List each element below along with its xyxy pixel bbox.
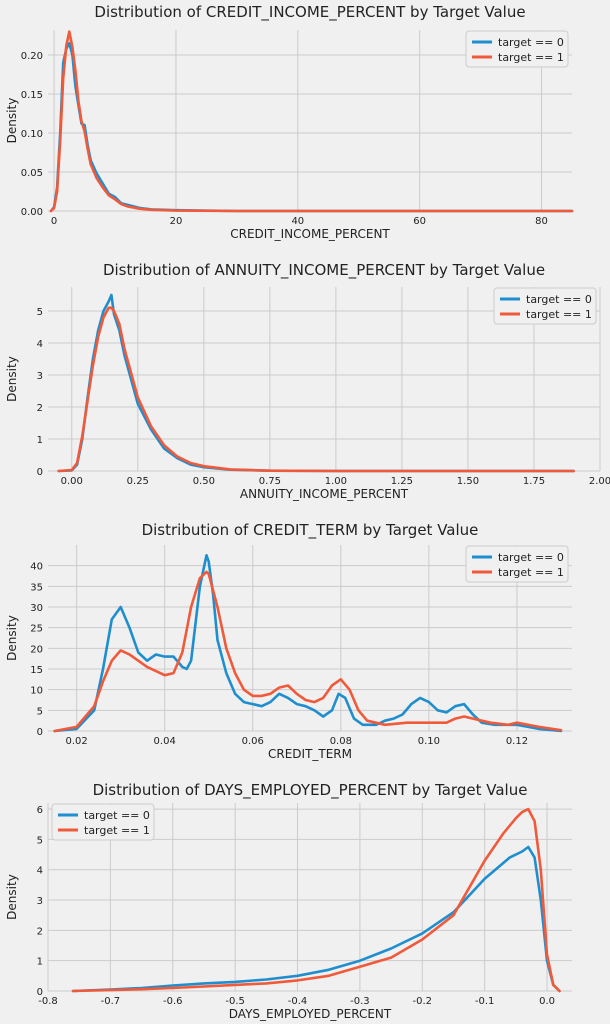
chart-2: 0 1 2 3 4 5 0.00 0.25 0.50 0.75 1.00 1.25 1.50 1.75 2.… bbox=[5, 261, 610, 501]
y-tick-label: 5 bbox=[37, 307, 43, 318]
x-tick-label: -0.7 bbox=[101, 996, 121, 1007]
x-axis-label: DAYS_EMPLOYED_PERCENT bbox=[229, 1007, 392, 1021]
x-tick-label: -0.8 bbox=[38, 996, 58, 1007]
legend-label: target == 1 bbox=[498, 51, 564, 64]
x-tick-label: 1.25 bbox=[391, 476, 413, 487]
y-tick-label: 3 bbox=[37, 371, 43, 382]
y-tick-label: 4 bbox=[37, 339, 43, 350]
series-line-target-1 bbox=[71, 807, 561, 993]
y-tick-label: 15 bbox=[30, 665, 43, 676]
legend: target == 0 target == 1 bbox=[493, 287, 597, 325]
x-tick-label: 0.25 bbox=[127, 476, 149, 487]
y-tick-label: 0.15 bbox=[21, 90, 43, 101]
x-tick-label: 0.75 bbox=[259, 476, 281, 487]
y-tick-label: 1 bbox=[37, 435, 43, 446]
y-tick-label: 0.05 bbox=[21, 168, 43, 179]
y-tick-label: 5 bbox=[37, 706, 43, 717]
x-tick-label: 2.00 bbox=[589, 476, 610, 487]
y-axis-label: Density bbox=[5, 874, 19, 920]
x-tick-label: 0.06 bbox=[242, 736, 264, 747]
y-tick-label: 40 bbox=[30, 562, 43, 573]
legend-label: target == 1 bbox=[498, 566, 564, 579]
x-tick-label: -0.1 bbox=[475, 996, 495, 1007]
legend-label: target == 1 bbox=[84, 824, 150, 837]
chart-title: Distribution of DAYS_EMPLOYED_PERCENT by… bbox=[93, 781, 528, 800]
y-tick-label: 0 bbox=[37, 987, 43, 998]
chart-3: 0 5 10 15 20 25 30 35 40 0.02 0.04 0.06 0.08 0.10 0.12… bbox=[5, 521, 572, 761]
x-tick-label: -0.3 bbox=[350, 996, 370, 1007]
chart-title: Distribution of CREDIT_INCOME_PERCENT by… bbox=[94, 3, 525, 22]
legend-label: target == 0 bbox=[498, 36, 564, 49]
x-tick-label: -0.4 bbox=[288, 996, 308, 1007]
y-axis-label: Density bbox=[5, 98, 19, 144]
series-line-target-1 bbox=[53, 570, 563, 733]
x-tick-label: 1.50 bbox=[457, 476, 479, 487]
chart-title: Distribution of CREDIT_TERM by Target Va… bbox=[142, 521, 479, 540]
x-tick-label: 0.02 bbox=[65, 736, 87, 747]
y-axis-label: Density bbox=[5, 615, 19, 661]
x-tick-label: 1.75 bbox=[523, 476, 545, 487]
chart-1: 0.00 0.05 0.10 0.15 0.20 0 20 40 60 80 Distributio… bbox=[5, 3, 574, 241]
legend: target == 0 target == 1 bbox=[465, 30, 569, 68]
x-tick-label: -0.2 bbox=[413, 996, 433, 1007]
y-axis-label: Density bbox=[5, 356, 19, 402]
y-tick-label: 6 bbox=[37, 805, 43, 816]
y-tick-label: 2 bbox=[37, 926, 43, 937]
series-line-target-0 bbox=[71, 845, 561, 993]
y-tick-label: 0.00 bbox=[21, 207, 43, 218]
x-tick-label: 0.0 bbox=[539, 996, 555, 1007]
chart-title: Distribution of ANNUITY_INCOME_PERCENT b… bbox=[103, 261, 545, 280]
legend-label: target == 1 bbox=[526, 308, 592, 321]
x-tick-label: 0.08 bbox=[330, 736, 352, 747]
x-axis-label: CREDIT_INCOME_PERCENT bbox=[230, 227, 390, 241]
x-tick-label: 60 bbox=[413, 216, 426, 227]
y-tick-label: 20 bbox=[30, 644, 43, 655]
x-tick-label: 40 bbox=[291, 216, 304, 227]
x-axis-label: ANNUITY_INCOME_PERCENT bbox=[240, 487, 409, 501]
x-tick-label: 0.00 bbox=[61, 476, 83, 487]
y-tick-label: 5 bbox=[37, 835, 43, 846]
series-line-target-0 bbox=[53, 554, 563, 733]
legend: target == 0 target == 1 bbox=[465, 545, 569, 583]
series-line-target-1 bbox=[49, 30, 574, 213]
legend-label: target == 0 bbox=[84, 809, 150, 822]
y-tick-label: 35 bbox=[30, 582, 43, 593]
y-tick-label: 0 bbox=[37, 467, 43, 478]
x-tick-label: 0.04 bbox=[154, 736, 176, 747]
y-tick-label: 1 bbox=[37, 957, 43, 968]
series-line-target-1 bbox=[57, 306, 575, 473]
x-tick-label: 20 bbox=[170, 216, 183, 227]
x-axis-label: CREDIT_TERM bbox=[268, 747, 352, 761]
x-tick-label: 0 bbox=[51, 216, 57, 227]
x-tick-label: 0.50 bbox=[193, 476, 215, 487]
y-tick-label: 4 bbox=[37, 866, 43, 877]
x-tick-label: 0.10 bbox=[418, 736, 440, 747]
y-tick-label: 10 bbox=[30, 686, 43, 697]
legend-label: target == 0 bbox=[526, 293, 592, 306]
y-tick-label: 3 bbox=[37, 896, 43, 907]
x-tick-label: 0.12 bbox=[506, 736, 528, 747]
x-tick-label: -0.5 bbox=[225, 996, 245, 1007]
x-tick-label: 1.00 bbox=[325, 476, 347, 487]
y-tick-label: 25 bbox=[30, 624, 43, 635]
x-tick-label: 80 bbox=[535, 216, 548, 227]
chart-4: 0 1 2 3 4 5 6 -0.8 -0.7 -0.6 -0.5 -0.4 -0.3 -0.2 -0.1 0… bbox=[5, 781, 572, 1021]
y-tick-label: 2 bbox=[37, 403, 43, 414]
y-tick-label: 30 bbox=[30, 603, 43, 614]
legend-label: target == 0 bbox=[498, 551, 564, 564]
y-tick-label: 0.20 bbox=[21, 51, 43, 62]
y-tick-label: 0.10 bbox=[21, 129, 43, 140]
y-tick-label: 0 bbox=[37, 727, 43, 738]
x-tick-label: -0.6 bbox=[163, 996, 183, 1007]
legend: target == 0 target == 1 bbox=[51, 803, 155, 841]
